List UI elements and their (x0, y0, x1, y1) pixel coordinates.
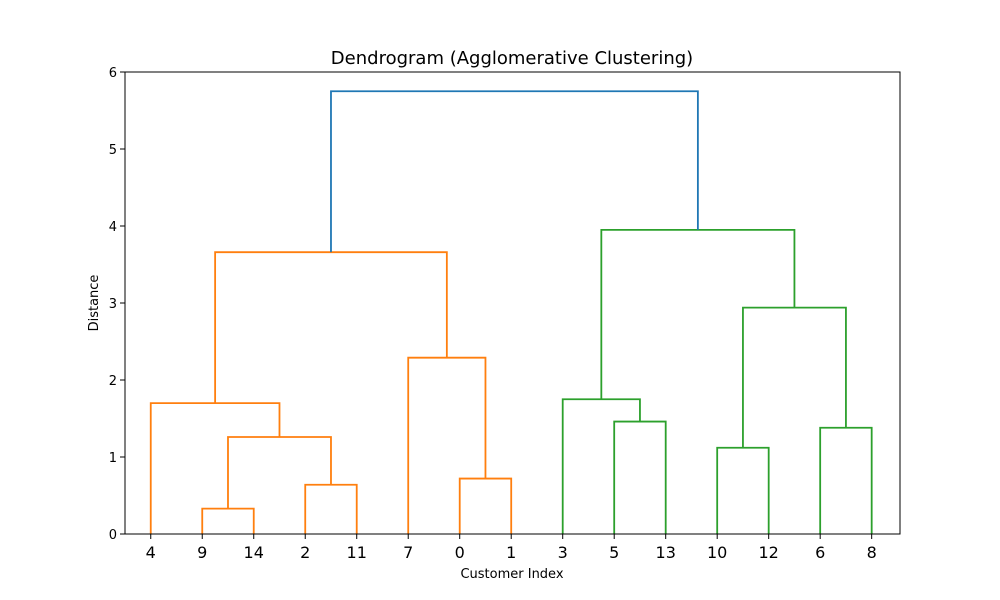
y-tick-label: 0 (109, 528, 117, 543)
dendrogram-link (458, 477, 513, 534)
y-axis-label: Distance (87, 275, 102, 332)
y-tick-label: 5 (109, 143, 117, 158)
leaf-label-9: 9 (197, 543, 207, 562)
leaf-label-12: 12 (759, 543, 779, 562)
y-tick-label: 4 (109, 220, 117, 235)
leaf-label-0: 0 (455, 543, 465, 562)
leaf-label-14: 14 (244, 543, 264, 562)
leaf-label-13: 13 (656, 543, 676, 562)
dendrogram-link (227, 436, 332, 509)
dendrogram-link (742, 306, 847, 448)
leaf-label-2: 2 (300, 543, 310, 562)
dendrogram-links (149, 90, 873, 534)
dendrogram-link (600, 228, 796, 400)
leaf-label-11: 11 (347, 543, 367, 562)
leaf-label-7: 7 (403, 543, 413, 562)
leaf-label-1: 1 (506, 543, 516, 562)
y-axis: 0 1 2 3 4 5 6 (109, 66, 125, 543)
leaf-label-4: 4 (146, 543, 156, 562)
plot-frame (124, 71, 901, 535)
dendrogram-link (561, 398, 641, 534)
y-tick-label: 3 (109, 297, 117, 312)
dendrogram-link (304, 483, 358, 534)
dendrogram-link (201, 507, 255, 534)
dendrogram-link (716, 446, 770, 534)
leaf-label-8: 8 (867, 543, 877, 562)
dendrogram-link (613, 420, 667, 534)
dendrogram-link (407, 356, 487, 534)
leaf-label-5: 5 (609, 543, 619, 562)
dendrogram-link (819, 426, 873, 534)
leaf-label-10: 10 (707, 543, 727, 562)
y-tick-label: 1 (109, 451, 117, 466)
y-tick-label: 6 (109, 66, 117, 81)
dendrogram-link (330, 90, 699, 253)
chart-title: Dendrogram (Agglomerative Clustering) (331, 48, 693, 69)
dendrogram-link (149, 402, 281, 534)
y-tick-label: 2 (109, 374, 117, 389)
dendrogram-link (214, 251, 448, 404)
leaf-label-3: 3 (558, 543, 568, 562)
x-axis-label: Customer Index (460, 567, 563, 582)
leaf-label-6: 6 (815, 543, 825, 562)
x-axis: 4 9 14 2 11 7 0 1 3 5 13 10 12 6 8 (146, 534, 877, 562)
